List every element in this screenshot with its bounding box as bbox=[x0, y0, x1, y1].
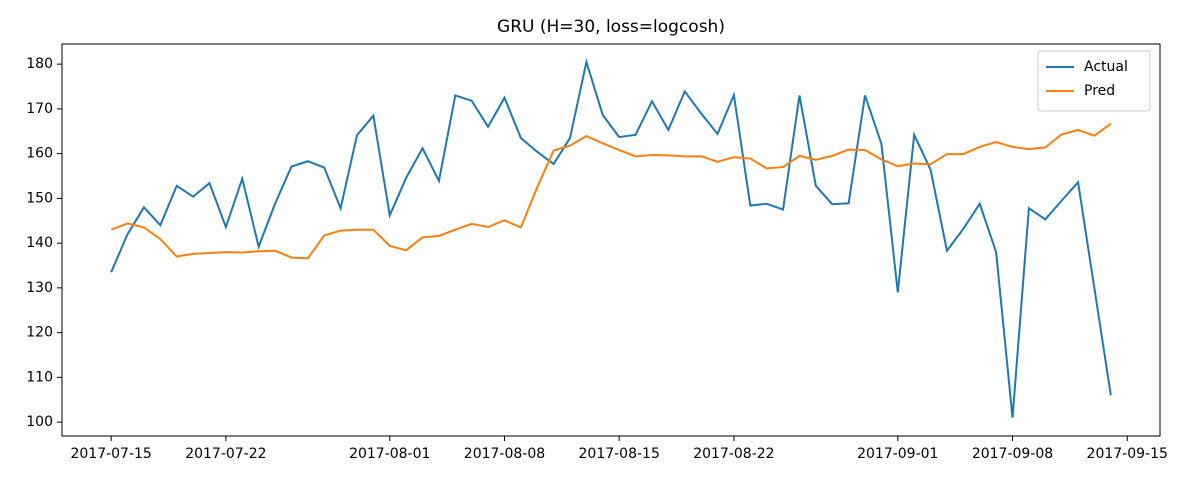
y-tick-label: 160 bbox=[26, 146, 53, 162]
y-tick-label: 100 bbox=[26, 414, 53, 430]
x-tick-label: 2017-08-22 bbox=[693, 446, 774, 462]
y-tick-label: 110 bbox=[26, 369, 53, 385]
x-tick-label: 2017-09-01 bbox=[857, 446, 938, 462]
y-tick-label: 170 bbox=[26, 101, 53, 117]
y-tick-label: 120 bbox=[26, 325, 53, 341]
y-tick-label: 150 bbox=[26, 190, 53, 206]
chart-title: GRU (H=30, loss=logcosh) bbox=[497, 17, 725, 37]
y-tick-label: 130 bbox=[26, 280, 53, 296]
x-tick-label: 2017-07-22 bbox=[185, 446, 266, 462]
y-tick-label: 180 bbox=[26, 56, 53, 72]
legend-label: Actual bbox=[1084, 59, 1128, 75]
x-tick-label: 2017-08-01 bbox=[349, 446, 430, 462]
line bbox=[110, 57, 1112, 418]
x-tick-label: 2017-09-08 bbox=[972, 446, 1053, 462]
plot-frame bbox=[61, 43, 1161, 437]
legend-label: Pred bbox=[1084, 83, 1115, 99]
x-tick-label: 2017-09-15 bbox=[1087, 446, 1168, 462]
x-tick-label: 2017-07-15 bbox=[70, 446, 151, 462]
x-tick-label: 2017-08-15 bbox=[579, 446, 660, 462]
line bbox=[110, 122, 1112, 260]
y-tick-label: 140 bbox=[26, 235, 53, 251]
x-tick-label: 2017-08-08 bbox=[464, 446, 545, 462]
